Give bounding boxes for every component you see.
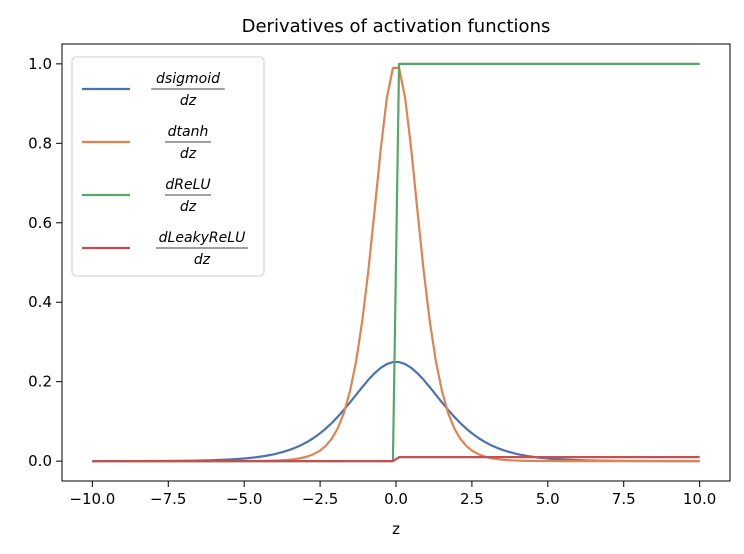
- chart-title: Derivatives of activation functions: [242, 16, 551, 37]
- y-tick-label: 0.4: [28, 293, 52, 311]
- legend-label-numerator: dLeakyReLU: [159, 230, 246, 246]
- series-line-dsigmoid: [92, 360, 700, 463]
- x-tick-label: 5.0: [536, 490, 560, 508]
- y-tick-label: 0.0: [28, 452, 52, 470]
- x-axis-label: z: [392, 520, 400, 538]
- y-tick-label: 1.0: [28, 55, 52, 73]
- x-tick-label: 0.0: [384, 490, 408, 508]
- legend: dsigmoid dz dtanh dz dReLU dz dLeakyReLU dz: [71, 56, 265, 277]
- x-tick-label: −10.0: [69, 490, 115, 508]
- x-axis-ticks: −10.0 −7.5 −5.0 −2.5 0.0 2.5 5.0 7.5 10.0: [69, 481, 716, 508]
- x-tick-label: 7.5: [612, 490, 636, 508]
- x-tick-label: 10.0: [683, 490, 716, 508]
- legend-label-denominator: dz: [180, 146, 197, 162]
- legend-label-numerator: dsigmoid: [156, 71, 220, 87]
- legend-box: [71, 56, 265, 277]
- y-axis-ticks: 0.0 0.2 0.4 0.6 0.8 1.0: [28, 55, 62, 470]
- y-tick-label: 0.6: [28, 214, 52, 232]
- series-line-dleakyrelu: [92, 456, 700, 463]
- y-tick-label: 0.2: [28, 373, 52, 391]
- legend-label-numerator: dReLU: [165, 177, 210, 193]
- legend-label-numerator: dtanh: [168, 124, 209, 140]
- x-tick-label: 2.5: [460, 490, 484, 508]
- legend-label-denominator: dz: [180, 199, 197, 215]
- series-layer: [92, 62, 700, 463]
- x-tick-label: −7.5: [150, 490, 186, 508]
- legend-label-denominator: dz: [180, 93, 197, 109]
- x-tick-label: −5.0: [226, 490, 262, 508]
- legend-label-denominator: dz: [194, 252, 211, 268]
- x-tick-label: −2.5: [302, 490, 338, 508]
- y-tick-label: 0.8: [28, 134, 52, 152]
